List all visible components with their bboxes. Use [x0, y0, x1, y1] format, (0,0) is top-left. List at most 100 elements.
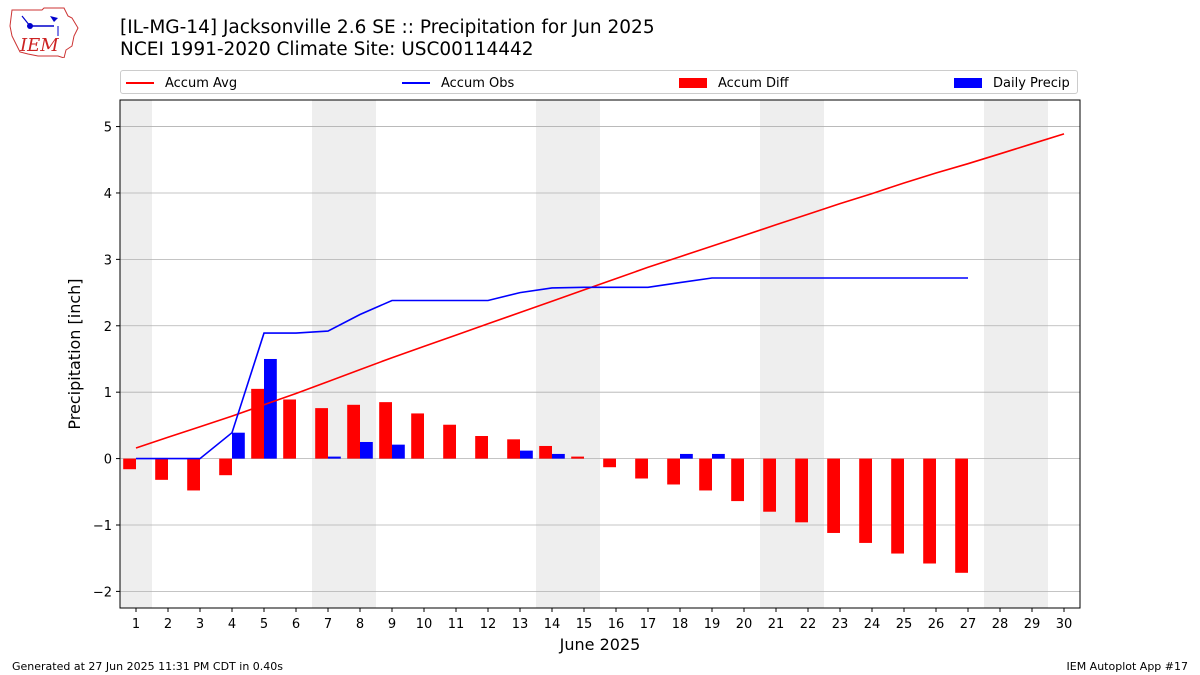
legend-swatch-accum-avg	[126, 82, 154, 84]
x-tick-label-25: 25	[896, 617, 913, 632]
x-axis-label: June 2025	[559, 635, 641, 654]
weekend-shade-day-21	[760, 100, 792, 608]
legend-label-accum-avg: Accum Avg	[165, 75, 238, 91]
x-tick-label-29: 29	[1024, 617, 1041, 632]
accum-diff-bar-day-10	[411, 413, 424, 459]
accum-diff-bar-day-13	[507, 439, 520, 459]
daily-precip-bar-day-13	[520, 450, 533, 459]
x-tick-label-10: 10	[416, 617, 433, 632]
logo-text: IEM	[19, 35, 59, 56]
x-tick-label-17: 17	[640, 617, 657, 632]
x-tick-label-7: 7	[324, 617, 332, 632]
accum-diff-bar-day-21	[763, 458, 776, 512]
weekend-shade-day-8	[344, 100, 376, 608]
weekend-shading	[120, 100, 1048, 608]
accum-diff-bar-day-5	[251, 388, 264, 459]
accum-diff-bar-day-26	[923, 458, 936, 564]
legend-label-accum-obs: Accum Obs	[441, 75, 515, 91]
x-tick-label-13: 13	[512, 617, 529, 632]
x-tick-label-27: 27	[960, 617, 977, 632]
accum-diff-bar-day-25	[891, 458, 904, 554]
y-tick-label--2: −2	[93, 585, 112, 600]
accum-diff-bar-day-18	[667, 458, 680, 485]
x-tick-label-28: 28	[992, 617, 1009, 632]
x-tick-label-30: 30	[1056, 617, 1073, 632]
accum-diff-bar-day-9	[379, 402, 392, 459]
daily-precip-bar-day-14	[552, 453, 565, 459]
daily-precip-bar-day-18	[680, 453, 693, 459]
chart-subtitle: NCEI 1991-2020 Climate Site: USC00114442	[120, 39, 534, 60]
plot-frame	[119, 99, 1081, 609]
accum-diff-bar-day-14	[539, 445, 552, 459]
accum-diff-bar-day-3	[187, 458, 200, 491]
x-tick-label-21: 21	[768, 617, 785, 632]
daily-precip-bar-day-19	[712, 453, 725, 459]
generated-timestamp: Generated at 27 Jun 2025 11:31 PM CDT in…	[12, 660, 284, 673]
accum-diff-bar-day-23	[827, 458, 840, 533]
y-tick-label-5: 5	[104, 121, 112, 136]
legend-swatch-daily-precip	[954, 78, 982, 88]
legend-swatch-accum-obs	[402, 82, 430, 84]
x-tick-label-18: 18	[672, 617, 689, 632]
accum-diff-bar-day-19	[699, 458, 712, 491]
x-tick-label-9: 9	[388, 617, 396, 632]
weekend-shade-day-7	[312, 100, 344, 608]
daily-precip-bar-day-5	[264, 358, 277, 459]
accum-diff-bar-day-17	[635, 458, 648, 479]
x-tick-label-14: 14	[544, 617, 561, 632]
accum-avg-line	[135, 133, 1065, 449]
y-tick-label-0: 0	[104, 453, 112, 468]
x-tick-label-1: 1	[132, 617, 140, 632]
weekend-shade-day-29	[1016, 100, 1048, 608]
daily-precip-bar-day-4	[232, 432, 245, 459]
x-axis-ticks: 1 2 3 4 5 6 7 8 9 10 11 12 13 14 15 16 17 18 19 20 21 22 23 24 2…	[132, 608, 1072, 632]
daily-precip-bar-day-9	[392, 444, 405, 459]
y-tick-label--1: −1	[93, 519, 112, 534]
legend-swatch-accum-diff	[679, 78, 707, 88]
weekend-shade-day-14	[536, 100, 568, 608]
accum-diff-bar-day-1	[123, 458, 136, 470]
accum-diff-bar-day-7	[315, 408, 328, 459]
iem-logo: IEM	[9, 7, 79, 58]
x-tick-label-15: 15	[576, 617, 593, 632]
x-tick-label-2: 2	[164, 617, 172, 632]
accum-diff-bar-day-11	[443, 424, 456, 459]
y-axis-ticks: −2 −1 0 1 2 3 4 5	[93, 121, 120, 600]
accum-obs-line	[136, 277, 968, 460]
x-tick-label-4: 4	[228, 617, 236, 632]
y-tick-label-1: 1	[104, 386, 112, 401]
x-tick-label-8: 8	[356, 617, 364, 632]
daily-precip-bar-day-8	[360, 441, 373, 459]
daily-precip-bar-day-7	[328, 456, 341, 459]
x-tick-label-19: 19	[704, 617, 721, 632]
x-tick-label-22: 22	[800, 617, 817, 632]
legend-item-accum-obs: Accum Obs	[402, 74, 514, 92]
legend: Accum Avg Accum Obs Accum Diff Daily Pre…	[120, 70, 1078, 94]
accum-diff-bars	[123, 388, 968, 573]
y-gridlines	[120, 126, 1080, 592]
legend-label-accum-diff: Accum Diff	[718, 75, 789, 91]
weekend-shade-day-28	[984, 100, 1016, 608]
legend-item-accum-diff: Accum Diff	[679, 74, 789, 92]
accum-diff-bar-day-24	[859, 458, 872, 543]
accum-diff-bar-day-27	[955, 458, 968, 573]
x-tick-label-23: 23	[832, 617, 849, 632]
legend-item-daily-precip: Daily Precip	[954, 74, 1070, 92]
x-tick-label-16: 16	[608, 617, 625, 632]
legend-item-accum-avg: Accum Avg	[126, 74, 237, 92]
accum-diff-bar-day-8	[347, 404, 360, 459]
x-tick-label-26: 26	[928, 617, 945, 632]
accum-diff-bar-day-2	[155, 458, 168, 480]
accum-diff-bar-day-15	[571, 456, 584, 459]
x-tick-label-12: 12	[480, 617, 497, 632]
weekend-shade-day-15	[568, 100, 600, 608]
y-tick-label-3: 3	[104, 253, 112, 268]
x-tick-label-5: 5	[260, 617, 268, 632]
daily-precip-bars	[232, 358, 725, 459]
accum-diff-bar-day-20	[731, 458, 744, 502]
weekend-shade-day-22	[792, 100, 824, 608]
accum-diff-bar-day-6	[283, 399, 296, 459]
x-tick-label-3: 3	[196, 617, 204, 632]
accum-diff-bar-day-16	[603, 458, 616, 468]
